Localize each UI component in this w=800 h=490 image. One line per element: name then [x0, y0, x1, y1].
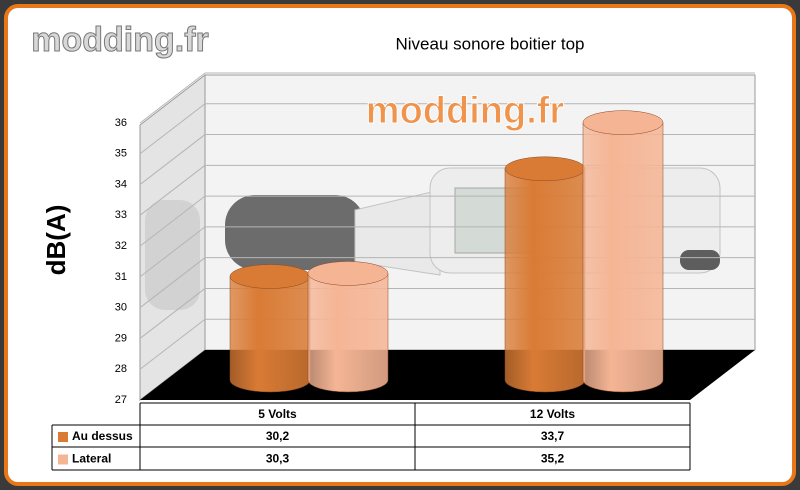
- value-label: 33,7: [541, 429, 565, 443]
- grid-line-side: [139, 288, 206, 339]
- y-tick-label: 33: [115, 209, 127, 221]
- watermark: modding.fr: [366, 90, 565, 132]
- y-tick-label: 29: [115, 332, 127, 344]
- legend-swatch: [58, 432, 68, 442]
- y-tick-label: 27: [115, 394, 127, 406]
- bar-body: [582, 122, 664, 393]
- y-tick-label: 28: [115, 363, 127, 375]
- value-label: 35,2: [541, 452, 565, 466]
- bar-top: [307, 261, 389, 286]
- bar: [307, 261, 389, 393]
- grid-line-side: [139, 257, 206, 309]
- grid-line-side: [139, 103, 206, 155]
- grid-line: [139, 195, 755, 247]
- y-tick-label: 34: [115, 178, 127, 190]
- bar: [504, 156, 586, 393]
- legend-label: Lateral: [72, 452, 111, 466]
- bar-top: [504, 156, 586, 182]
- grid-line: [139, 103, 755, 155]
- chart-title: Niveau sonore boitier top: [395, 34, 584, 53]
- y-tick-label: 32: [115, 240, 127, 252]
- legend-swatch: [58, 454, 68, 465]
- grid-line: [139, 257, 755, 309]
- bar-body: [307, 273, 389, 393]
- grid-line-side: [139, 226, 206, 278]
- grid-line-side: [139, 195, 206, 247]
- y-tick-label: 31: [115, 271, 127, 283]
- y-tick-label: 35: [115, 148, 127, 160]
- grid-line: [139, 226, 755, 278]
- bar: [229, 264, 311, 393]
- bar-top: [229, 264, 311, 289]
- y-axis-label: dB(A): [41, 205, 71, 276]
- grid-line-side: [139, 72, 206, 124]
- y-tick-label: 36: [115, 117, 127, 129]
- grid-line: [139, 72, 755, 124]
- bar-body: [229, 276, 311, 393]
- y-tick-label: 30: [115, 302, 127, 314]
- grid-line-side: [139, 164, 206, 216]
- x-tick-label: 5 Volts: [258, 407, 297, 421]
- legend-label: Au dessus: [72, 429, 133, 443]
- bar-top: [582, 110, 664, 135]
- bar: [582, 110, 664, 393]
- watermark: modding.fr: [31, 21, 209, 59]
- grid-line-side: [139, 318, 206, 370]
- grid-line: [139, 164, 755, 216]
- grid-line: [139, 134, 755, 185]
- grid-line-side: [139, 134, 206, 185]
- value-label: 30,3: [266, 452, 290, 466]
- bar-body: [504, 168, 586, 393]
- value-label: 30,2: [266, 429, 290, 443]
- x-tick-label: 12 Volts: [530, 407, 575, 421]
